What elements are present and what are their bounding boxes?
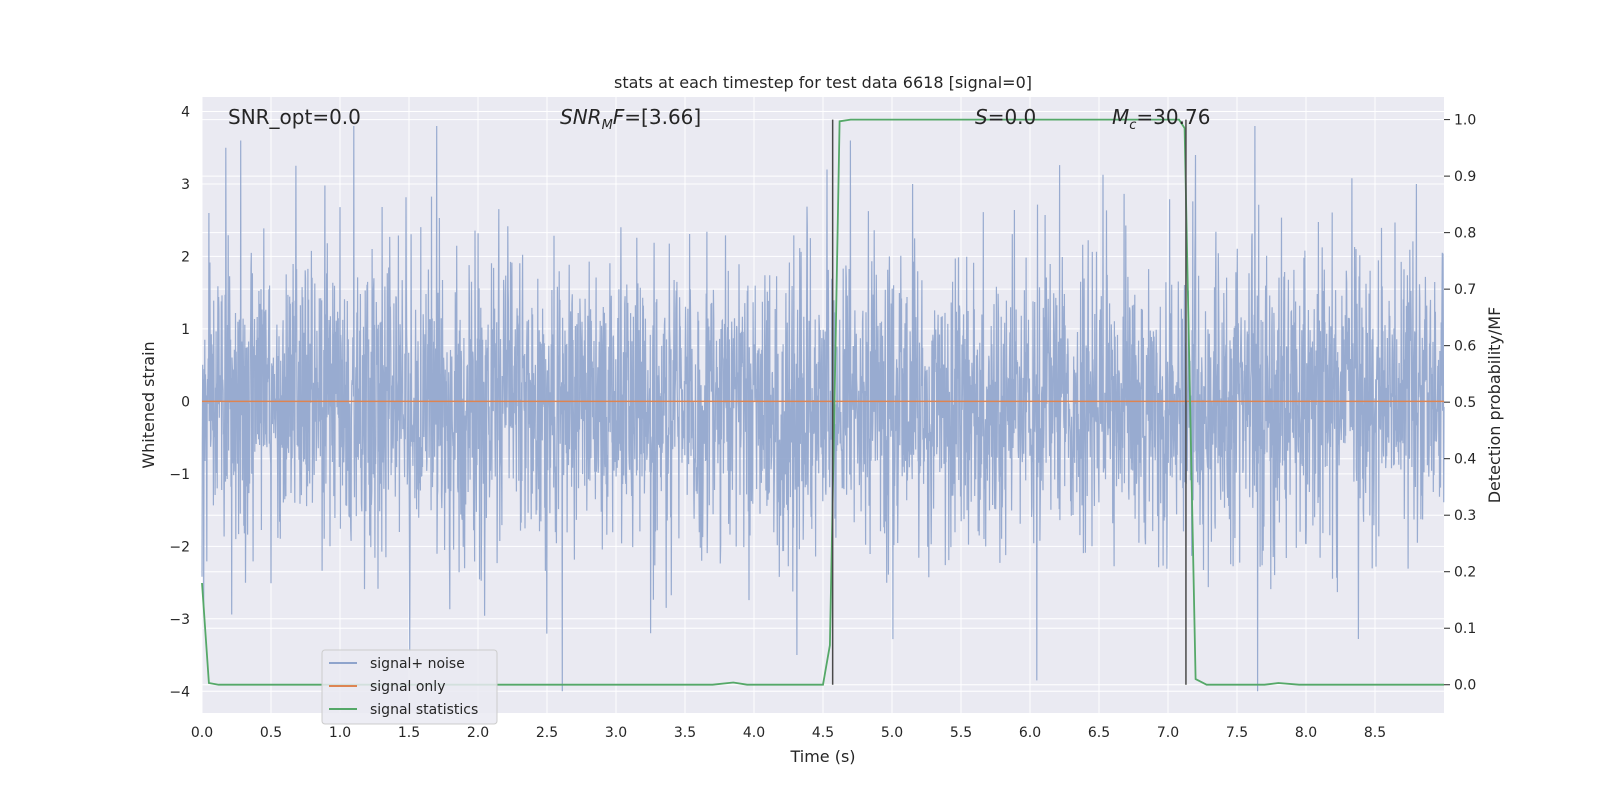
x-tick-label: 1.0 (329, 725, 351, 741)
x-tick-label: 6.5 (1088, 725, 1110, 741)
annotation-text: Mc=30.76 (1112, 105, 1210, 133)
annotation-text: SNR_opt=0.0 (228, 105, 361, 129)
y-tick-label: −4 (169, 684, 190, 700)
x-tick-label: 1.5 (398, 725, 420, 741)
y2-tick-label: 0.3 (1454, 508, 1476, 524)
y2-tick-label: 0.5 (1454, 395, 1476, 411)
y2-axis-label: Detection probability/MF (1485, 307, 1504, 504)
y-tick-labels: 4 3 2 1 0 −1 −2 −3 −4 (169, 104, 190, 700)
y-tick-label: 2 (181, 249, 190, 265)
x-tick-label: 7.0 (1157, 725, 1179, 741)
x-tick-label: 8.5 (1364, 725, 1386, 741)
y2-tick-labels: 1.0 0.9 0.8 0.7 0.6 0.5 0.4 0.3 0.2 0.1 0.0 (1444, 113, 1476, 694)
x-tick-label: 8.0 (1295, 725, 1317, 741)
annotation-text: SNRMF=[3.66] (560, 105, 701, 133)
y-tick-label: −3 (169, 612, 190, 628)
y2-tick-label: 0.9 (1454, 169, 1476, 185)
y-tick-label: −1 (169, 467, 190, 483)
y-tick-label: 3 (181, 177, 190, 193)
chart-title: stats at each timestep for test data 661… (614, 73, 1032, 92)
y-tick-label: 4 (181, 104, 190, 120)
x-tick-label: 4.0 (743, 725, 765, 741)
annotations: SNR_opt=0.0 SNRMF=[3.66] S=0.0 Mc=30.76 (228, 105, 1210, 133)
y2-tick-label: 0.2 (1454, 565, 1476, 581)
series-signal-noise (201, 125, 1445, 692)
x-tick-labels: 0.0 0.5 1.0 1.5 2.0 2.5 3.0 3.5 4.0 4.5 5.0 5.5 6.0 6… (191, 725, 1386, 741)
legend-label-signal-noise: signal+ noise (370, 656, 465, 672)
y2-tick-label: 0.6 (1454, 339, 1476, 355)
y2-tick-label: 1.0 (1454, 113, 1476, 129)
annotation-text: S=0.0 (975, 105, 1036, 129)
y2-tick-label: 0.7 (1454, 282, 1476, 298)
y2-tick-label: 0.0 (1454, 678, 1476, 694)
legend-label-signal-only: signal only (370, 679, 445, 695)
y2-tick-label: 0.4 (1454, 452, 1476, 468)
x-axis-label: Time (s) (789, 747, 855, 766)
x-tick-label: 3.5 (674, 725, 696, 741)
y-tick-label: 1 (181, 322, 190, 338)
x-tick-label: 6.0 (1019, 725, 1041, 741)
y2-tick-label: 0.8 (1454, 226, 1476, 242)
x-tick-label: 0.0 (191, 725, 213, 741)
x-tick-label: 2.0 (467, 725, 489, 741)
legend: signal+ noise signal only signal statist… (321, 649, 498, 725)
legend-label-signal-statistics: signal statistics (370, 702, 478, 718)
x-tick-label: 5.0 (881, 725, 903, 741)
legend-box (321, 649, 498, 725)
signal-noise-line (201, 125, 1445, 692)
y2-tick-label: 0.1 (1454, 621, 1476, 637)
x-tick-label: 0.5 (260, 725, 282, 741)
x-tick-label: 2.5 (536, 725, 558, 741)
y-tick-label: 0 (181, 394, 190, 410)
y-tick-label: −2 (169, 539, 190, 555)
x-tick-label: 7.5 (1226, 725, 1248, 741)
marker-lines (831, 119, 1187, 685)
y-axis-label: Whitened strain (139, 341, 158, 468)
x-tick-label: 4.5 (812, 725, 834, 741)
x-tick-label: 5.5 (950, 725, 972, 741)
x-tick-label: 3.0 (605, 725, 627, 741)
